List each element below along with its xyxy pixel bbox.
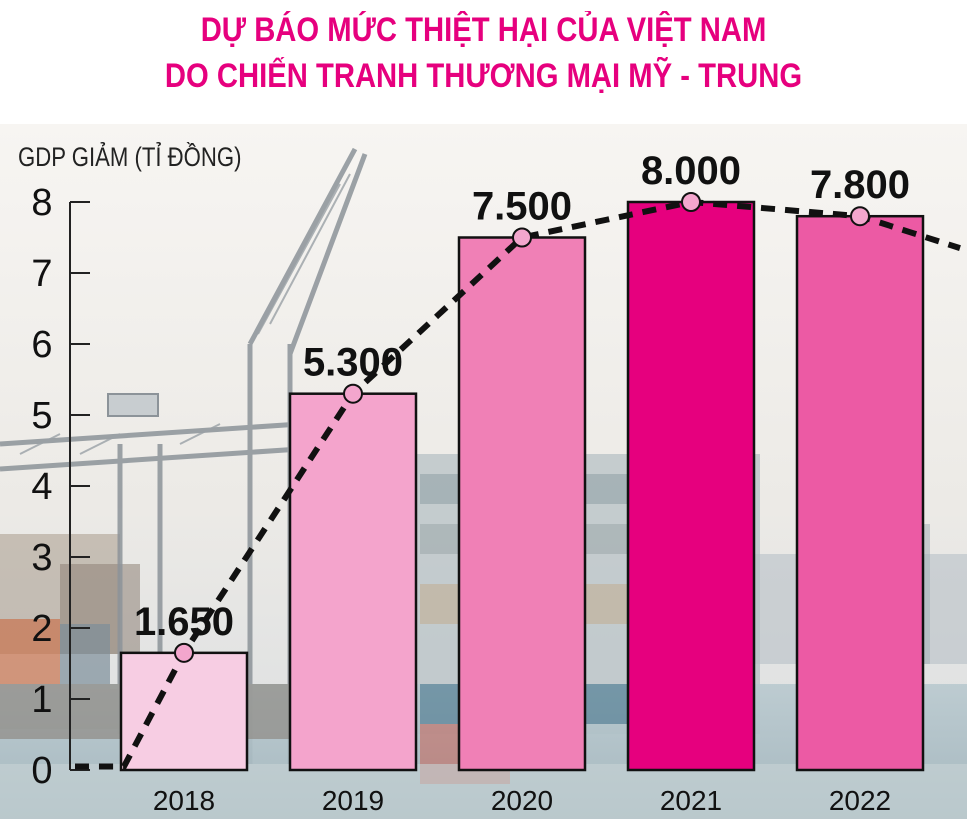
x-tick-label-2021: 2021 <box>660 785 722 816</box>
data-label-2022: 7.800 <box>810 163 910 207</box>
chart-title-line-2: DO CHIẾN TRANH THƯƠNG MẠI MỸ - TRUNG <box>164 57 803 95</box>
trend-marker-2019 <box>343 383 363 404</box>
y-tick-label: 6 <box>31 324 52 366</box>
bar-2019 <box>288 392 418 772</box>
data-label-2021: 8.000 <box>641 149 741 193</box>
y-tick-label: 1 <box>31 679 52 721</box>
y-tick-label: 3 <box>31 537 52 579</box>
y-axis-label: GDP GIẢM (TỈ ĐỒNG) <box>18 142 242 172</box>
x-tick-label-2020: 2020 <box>491 785 553 816</box>
y-tick-label: 4 <box>31 466 52 508</box>
y-tick-label: 7 <box>31 253 52 295</box>
y-tick-label: 2 <box>31 608 52 650</box>
y-tick-label: 5 <box>31 395 52 437</box>
trend-marker-2022 <box>850 206 870 227</box>
trend-line <box>74 198 961 770</box>
trend-marker-2021 <box>681 192 701 212</box>
y-tick-label: 8 <box>31 182 52 224</box>
data-label-2020: 7.500 <box>472 185 572 229</box>
bar-2022 <box>795 214 925 772</box>
bar-2018 <box>119 651 249 772</box>
x-tick-label-2022: 2022 <box>829 785 891 816</box>
trend-marker-2020 <box>512 227 532 248</box>
x-tick-label-2018: 2018 <box>153 785 215 816</box>
chart-title-line-1: DỰ BÁO MỨC THIỆT HẠI CỦA VIỆT NAM <box>200 11 767 49</box>
bar-2021 <box>626 200 756 772</box>
bar-2020 <box>457 236 587 772</box>
trend-marker-2018 <box>174 642 194 663</box>
data-label-2018: 1.650 <box>134 600 234 644</box>
y-tick-label: 0 <box>31 750 52 792</box>
x-tick-label-2019: 2019 <box>322 785 384 816</box>
